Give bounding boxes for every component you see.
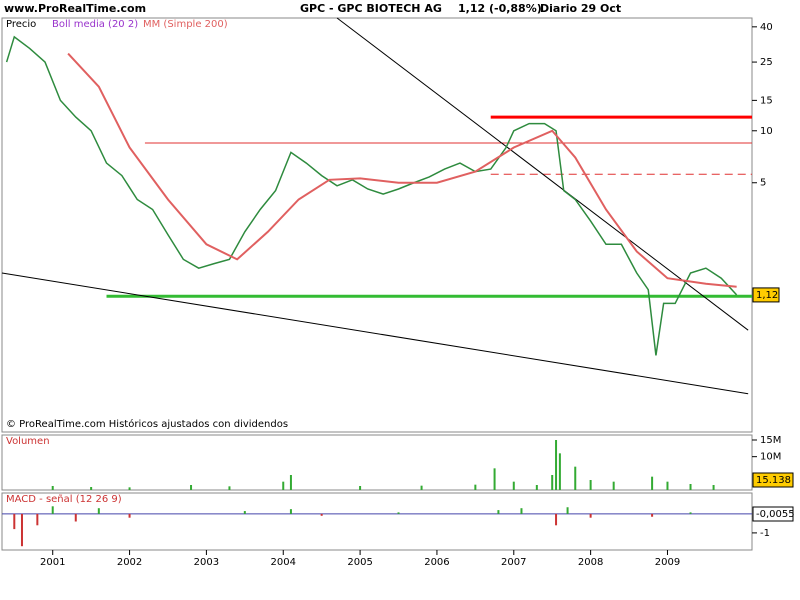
title: GPC - GPC BIOTECH AG: [300, 2, 442, 15]
y-tick-label: 10: [760, 126, 773, 137]
main-panel: [1, 17, 753, 433]
panel-label: Volumen: [6, 436, 50, 447]
period: Diario 29 Oct: [540, 2, 621, 15]
bar: [512, 481, 515, 490]
panel-label: MACD - señal (12 26 9): [6, 494, 122, 505]
x-tick-label: 2001: [40, 557, 65, 568]
bar: [320, 513, 323, 516]
x-tick-label: 2008: [578, 557, 603, 568]
legend: Precio: [6, 19, 36, 30]
y-tick-label: 15: [760, 95, 773, 106]
volume-panel: [1, 434, 753, 491]
quote: 1,12 (-0,88%): [458, 2, 542, 15]
value-label: 15.138: [756, 475, 791, 486]
x-tick-label: 2002: [117, 557, 142, 568]
value-box: [752, 506, 794, 522]
bar: [289, 475, 292, 490]
bar: [520, 508, 523, 514]
bar: [666, 481, 669, 490]
bar: [497, 510, 500, 514]
bar: [190, 485, 193, 490]
bar: [90, 487, 93, 490]
bar: [566, 507, 569, 514]
bar: [289, 509, 292, 514]
bar: [551, 475, 554, 490]
bar: [612, 481, 615, 490]
bar: [13, 513, 16, 530]
bar: [51, 486, 54, 490]
bar: [474, 484, 477, 490]
bar: [128, 487, 131, 490]
site: www.ProRealTime.com: [4, 2, 146, 15]
x-tick-label: 2007: [501, 557, 526, 568]
bar: [712, 485, 715, 490]
value-box: [752, 472, 794, 488]
y-tick-label: 40: [760, 22, 773, 33]
bar: [128, 513, 131, 518]
x-tick-label: 2005: [347, 557, 372, 568]
value-label: -0,0055: [756, 509, 795, 520]
y-tick-label: 5: [760, 178, 766, 189]
bar: [397, 512, 400, 514]
x-tick-label: 2003: [194, 557, 219, 568]
y-tick-label: 10M: [760, 452, 781, 463]
bar: [420, 485, 423, 490]
bar: [74, 513, 77, 522]
bar: [555, 440, 558, 490]
bar: [555, 513, 558, 526]
value-label: 1,12: [756, 290, 778, 301]
bar: [359, 486, 362, 490]
x-tick-label: 2006: [424, 557, 449, 568]
bar: [689, 512, 692, 514]
bar: [589, 480, 592, 490]
value-box: [752, 287, 780, 303]
bar: [51, 506, 54, 514]
legend: Boll media (20 2): [52, 19, 138, 30]
bar: [228, 486, 231, 490]
bar: [282, 481, 285, 490]
price-line: [5, 35, 738, 356]
footer: © ProRealTime.com Históricos ajustados c…: [6, 418, 288, 430]
bar: [243, 511, 246, 514]
x-tick-label: 2004: [271, 557, 296, 568]
macd-panel: [1, 492, 753, 551]
bar: [558, 453, 561, 490]
bar: [97, 508, 100, 514]
y-tick-label: 15M: [760, 435, 781, 446]
bar: [20, 513, 23, 547]
trend-line: [336, 17, 749, 331]
bar: [689, 484, 692, 490]
legend: MM (Simple 200): [143, 19, 228, 30]
bar: [589, 513, 592, 518]
trend-line: [1, 272, 749, 395]
bar: [493, 468, 496, 490]
bar: [535, 485, 538, 490]
bar: [574, 466, 577, 490]
y-tick-label: 25: [760, 57, 773, 68]
bar: [651, 476, 654, 490]
x-tick-label: 2009: [655, 557, 680, 568]
bar: [36, 513, 39, 526]
price-line: [67, 52, 737, 288]
bar: [651, 513, 654, 517]
y-tick-label: -1: [760, 528, 770, 539]
